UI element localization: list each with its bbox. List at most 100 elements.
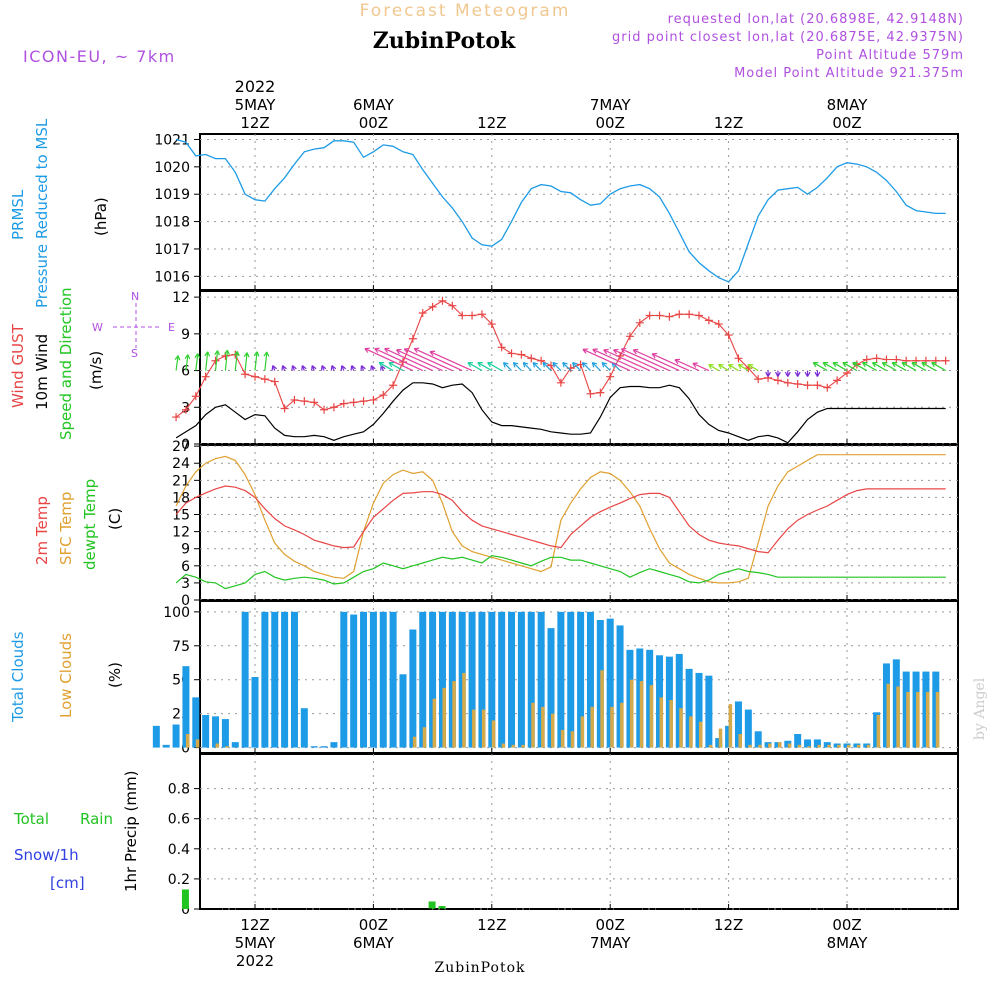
top-time-label: 12Z <box>714 114 743 132</box>
low-cloud-bar <box>856 744 861 748</box>
gust-marker <box>606 372 615 381</box>
low-cloud-bar <box>935 691 940 748</box>
total-cloud-bar <box>498 611 506 748</box>
gust-marker <box>329 403 338 412</box>
wind-arrow-head <box>852 361 858 368</box>
low-cloud-bar <box>817 744 821 748</box>
gust-marker <box>418 309 427 318</box>
wind-arrow-head <box>301 365 307 371</box>
wind-arrow <box>582 362 591 371</box>
compass-rose: N S W E <box>92 290 175 360</box>
gust-marker <box>813 381 822 390</box>
bottom-time-label: 00Z <box>832 916 861 934</box>
wind-arrow <box>728 364 739 372</box>
wind-arrow-head <box>512 361 519 368</box>
total-cloud-bar <box>527 611 535 748</box>
temp-ytick-label: 0 <box>181 593 190 609</box>
total-cloud-bar <box>804 739 812 748</box>
requested-point: requested lon,lat (20.6898E, 42.9148N) <box>668 12 964 27</box>
top-time-label: 00Z <box>359 114 388 132</box>
total-cloud-bar <box>438 611 446 748</box>
wind-arrow-head <box>708 363 714 370</box>
total-cloud-bar <box>212 716 220 748</box>
gust-marker <box>941 356 950 365</box>
wind-arrow-head <box>184 354 191 360</box>
wind-arrow <box>572 362 582 371</box>
top-time-label: 00Z <box>832 114 861 132</box>
wind-arrow-head <box>340 365 347 371</box>
wind-arrow <box>384 348 433 372</box>
wind-arrow-head <box>871 361 878 368</box>
precip-ytick-label: 0 <box>181 902 190 918</box>
low-cloud-bar <box>600 670 604 748</box>
wind-arrow <box>542 362 552 371</box>
wind-arrow-head <box>891 361 898 368</box>
total-cloud-bar <box>241 611 249 748</box>
wind-arrow-head <box>814 371 821 377</box>
low-cloud-bar <box>807 746 812 748</box>
clouds-ytick-label: 75 <box>172 639 190 655</box>
wind-arrow <box>718 364 729 372</box>
wind-arrow <box>503 362 512 371</box>
precip-ytick-label: 0.6 <box>168 812 190 828</box>
wind-arrow <box>674 359 700 372</box>
bottom-time-label: 00Z <box>359 916 388 934</box>
wind-arrow <box>205 351 209 371</box>
low-cloud-bar <box>560 729 565 748</box>
top-year-label: 2022 <box>235 77 276 96</box>
wind-arrow-head <box>502 361 509 368</box>
wind-arrow <box>603 349 650 372</box>
gust-marker <box>596 388 605 397</box>
wind-arrow-head <box>320 365 327 371</box>
wind-arrow <box>901 362 917 372</box>
wind-arrow <box>374 348 423 372</box>
precipitation-panel: 0 0.2 0.4 0.6 0.8 <box>168 753 959 918</box>
wind-arrow-head <box>330 365 337 371</box>
total-cloud-bar <box>152 725 160 748</box>
wind-arrow-head <box>395 348 402 355</box>
low-cloud-bar <box>906 691 910 748</box>
wind-arrow-head <box>842 361 848 368</box>
wind-arrow <box>512 362 522 371</box>
gust-marker <box>507 349 516 358</box>
gust-marker <box>724 331 733 340</box>
low-cloud-bar <box>925 691 930 748</box>
gust-marker <box>290 395 299 404</box>
total-cloud-bar <box>310 746 318 748</box>
total-cloud-bar <box>399 674 407 748</box>
wind-arrow <box>214 350 219 371</box>
wind-arrow <box>429 351 473 372</box>
low-cloud-bar <box>570 731 575 748</box>
total-cloud-bar <box>172 724 180 748</box>
low-cloud-bar <box>669 700 673 748</box>
gust-marker <box>359 397 368 406</box>
wind-arrow-head <box>582 348 588 354</box>
total-cloud-bar <box>192 697 200 748</box>
bottom-date-label: 7MAY <box>590 934 632 952</box>
total-cloud-bar <box>182 666 190 748</box>
wind-arrow-head <box>747 363 754 370</box>
gust-marker <box>714 320 723 329</box>
wind-arrow <box>592 348 641 372</box>
low-cloud-bar <box>649 685 654 748</box>
label-wind-speed-direction: Speed and Direction <box>57 287 75 440</box>
low-cloud-bar <box>629 679 634 748</box>
wind-arrow <box>812 362 828 372</box>
pressure-frame <box>199 133 959 291</box>
clouds-ytick-label: 0 <box>181 741 190 757</box>
low-cloud-bar <box>511 744 516 748</box>
gust-marker <box>349 398 358 407</box>
wind-arrow-head <box>581 361 588 368</box>
gust-marker <box>270 377 279 386</box>
low-cloud-bar <box>708 744 713 748</box>
total-cloud-bar <box>813 739 821 748</box>
wind-arrow <box>621 348 670 372</box>
low-cloud-bar <box>481 709 486 748</box>
total-cloud-bar <box>360 611 368 748</box>
total-cloud-bar <box>379 611 387 748</box>
